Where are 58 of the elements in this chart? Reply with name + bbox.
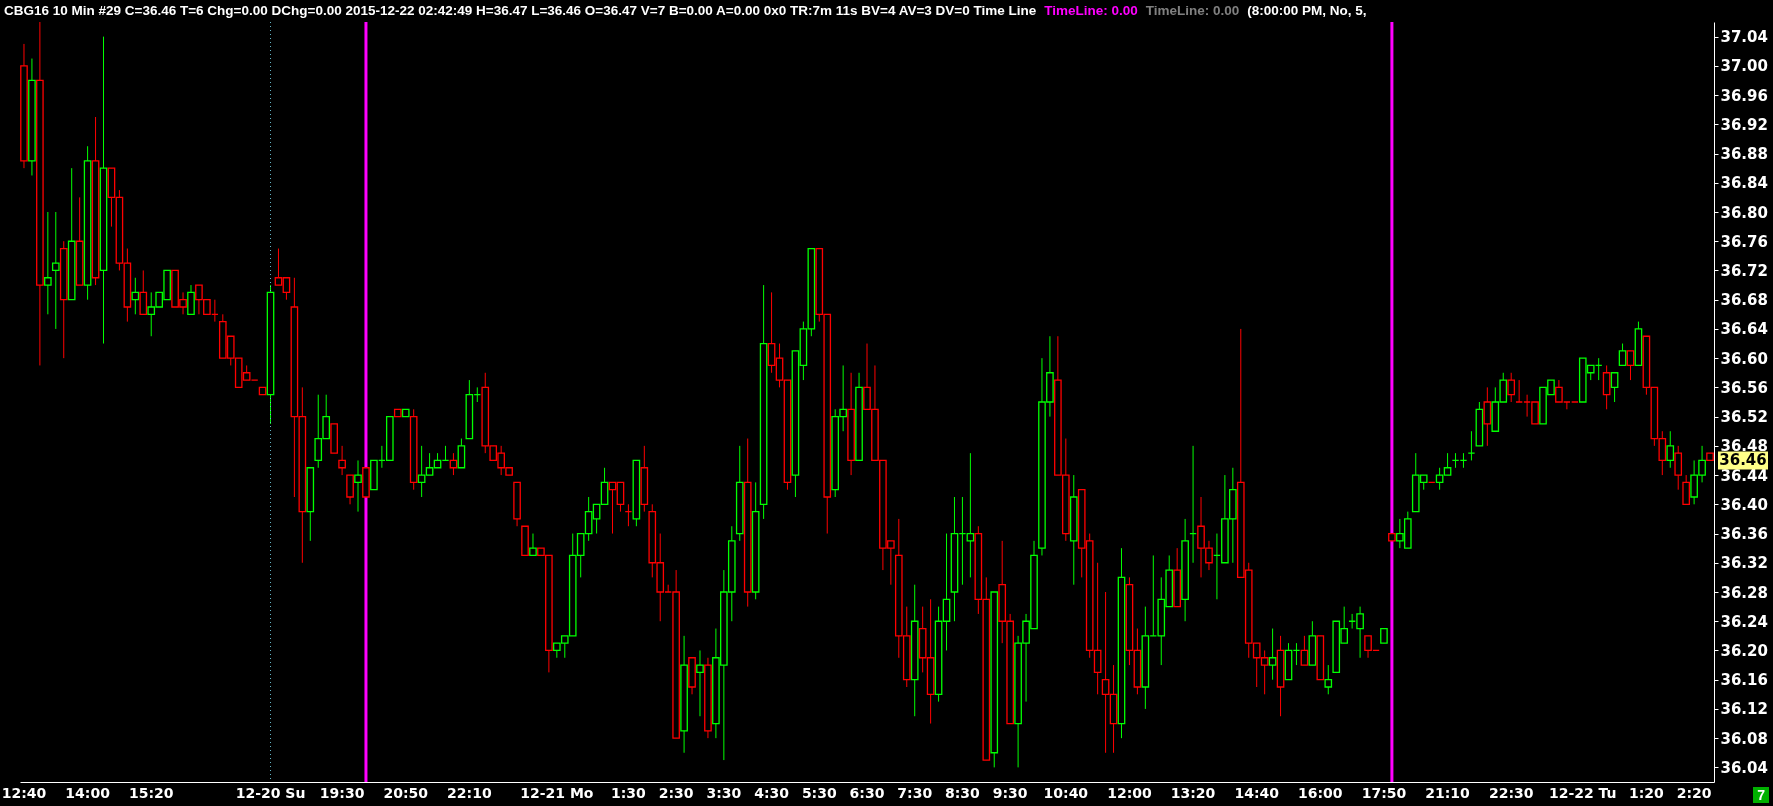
y-tick-label: 36.60 — [1720, 349, 1768, 368]
y-tick-label: 36.96 — [1720, 86, 1768, 105]
x-tick-label: 2:30 — [658, 784, 694, 801]
y-tick-label: 36.80 — [1720, 203, 1768, 222]
x-tick-label: 12:40 — [1, 784, 47, 801]
x-tick-label: 14:40 — [1234, 784, 1280, 801]
text: 7 — [1753, 787, 1769, 803]
y-tick-label: 36.88 — [1720, 145, 1768, 164]
y-tick-label: 36.84 — [1720, 174, 1768, 193]
y-tick-label: 36.20 — [1720, 641, 1768, 660]
x-tick-label: 17:50 — [1361, 784, 1407, 801]
y-tick-label: 36.72 — [1720, 261, 1768, 280]
x-tick-label: 12-20 Su — [235, 784, 306, 801]
x-tick-label: 6:30 — [849, 784, 885, 801]
y-tick-label: 36.12 — [1720, 700, 1768, 719]
y-tick-label: 36.36 — [1720, 525, 1768, 544]
candlestick — [338, 445, 346, 476]
y-tick-label: 36.76 — [1720, 232, 1768, 251]
y-tick-label: 36.04 — [1720, 758, 1768, 777]
chart-title: CBG16 10 Min #29 C=36.46 T=6 Chg=0.00 DChg=0.00 2015-12-22 02:42:49 H=36.47 L=36.46 O=36.47 V=7 B=0.00 A=0.00 0x0 TR:7m 11s BV=4 AV=3 DV=0 Time Line — [4, 3, 1037, 18]
x-tick-label: 21:10 — [1425, 784, 1471, 801]
y-tick-label: 36.08 — [1720, 729, 1768, 748]
y-tick-label: 36.68 — [1720, 291, 1768, 310]
x-tick-label: 10:40 — [1043, 784, 1089, 801]
x-tick-label: 8:30 — [945, 784, 981, 801]
y-tick-label: 36.92 — [1720, 115, 1768, 134]
x-tick-label: 12-22 Tu — [1548, 784, 1617, 801]
y-tick-label: 36.16 — [1720, 671, 1768, 690]
x-tick-label: 2:20 — [1676, 784, 1712, 801]
y-tick-label: 37.04 — [1720, 28, 1768, 47]
text: (8:00:00 PM, No, 5, — [1247, 3, 1367, 18]
x-tick-label: 16:00 — [1298, 784, 1343, 801]
y-tick-label: 37.00 — [1720, 57, 1768, 76]
x-tick-label: 22:30 — [1488, 784, 1534, 801]
y-tick-label: 36.28 — [1720, 583, 1768, 602]
x-tick-label: 15:20 — [128, 784, 174, 801]
text: TimeLine: 0.00 — [1044, 3, 1138, 18]
x-tick-label: 14:00 — [65, 784, 111, 801]
y-tick-label: 36.64 — [1720, 320, 1768, 339]
y-tick-label: 36.24 — [1720, 612, 1768, 631]
x-tick-label: 7:30 — [897, 784, 933, 801]
x-tick-label: 9:30 — [992, 784, 1028, 801]
y-tick-label: 36.56 — [1720, 378, 1768, 397]
text: TimeLine: 0.00 — [1145, 3, 1240, 18]
x-tick-label: 20:50 — [383, 784, 429, 801]
x-tick-label: 4:30 — [754, 784, 790, 801]
x-tick-label: 5:30 — [801, 784, 837, 801]
x-tick-label: 3:30 — [706, 784, 742, 801]
x-tick-label: 22:10 — [447, 784, 492, 801]
x-tick-label: 13:20 — [1170, 784, 1216, 801]
x-tick-label: 1:30 — [610, 784, 647, 801]
x-tick-label: 1:20 — [1628, 784, 1665, 801]
x-tick-label: 12:00 — [1107, 784, 1152, 801]
y-tick-label: 36.40 — [1720, 495, 1768, 514]
x-tick-label: 19:30 — [319, 784, 365, 801]
y-tick-label: 36.52 — [1720, 408, 1768, 427]
x-tick-label: 12-21 Mo — [520, 784, 594, 801]
y-tick-label: 36.32 — [1720, 554, 1768, 573]
